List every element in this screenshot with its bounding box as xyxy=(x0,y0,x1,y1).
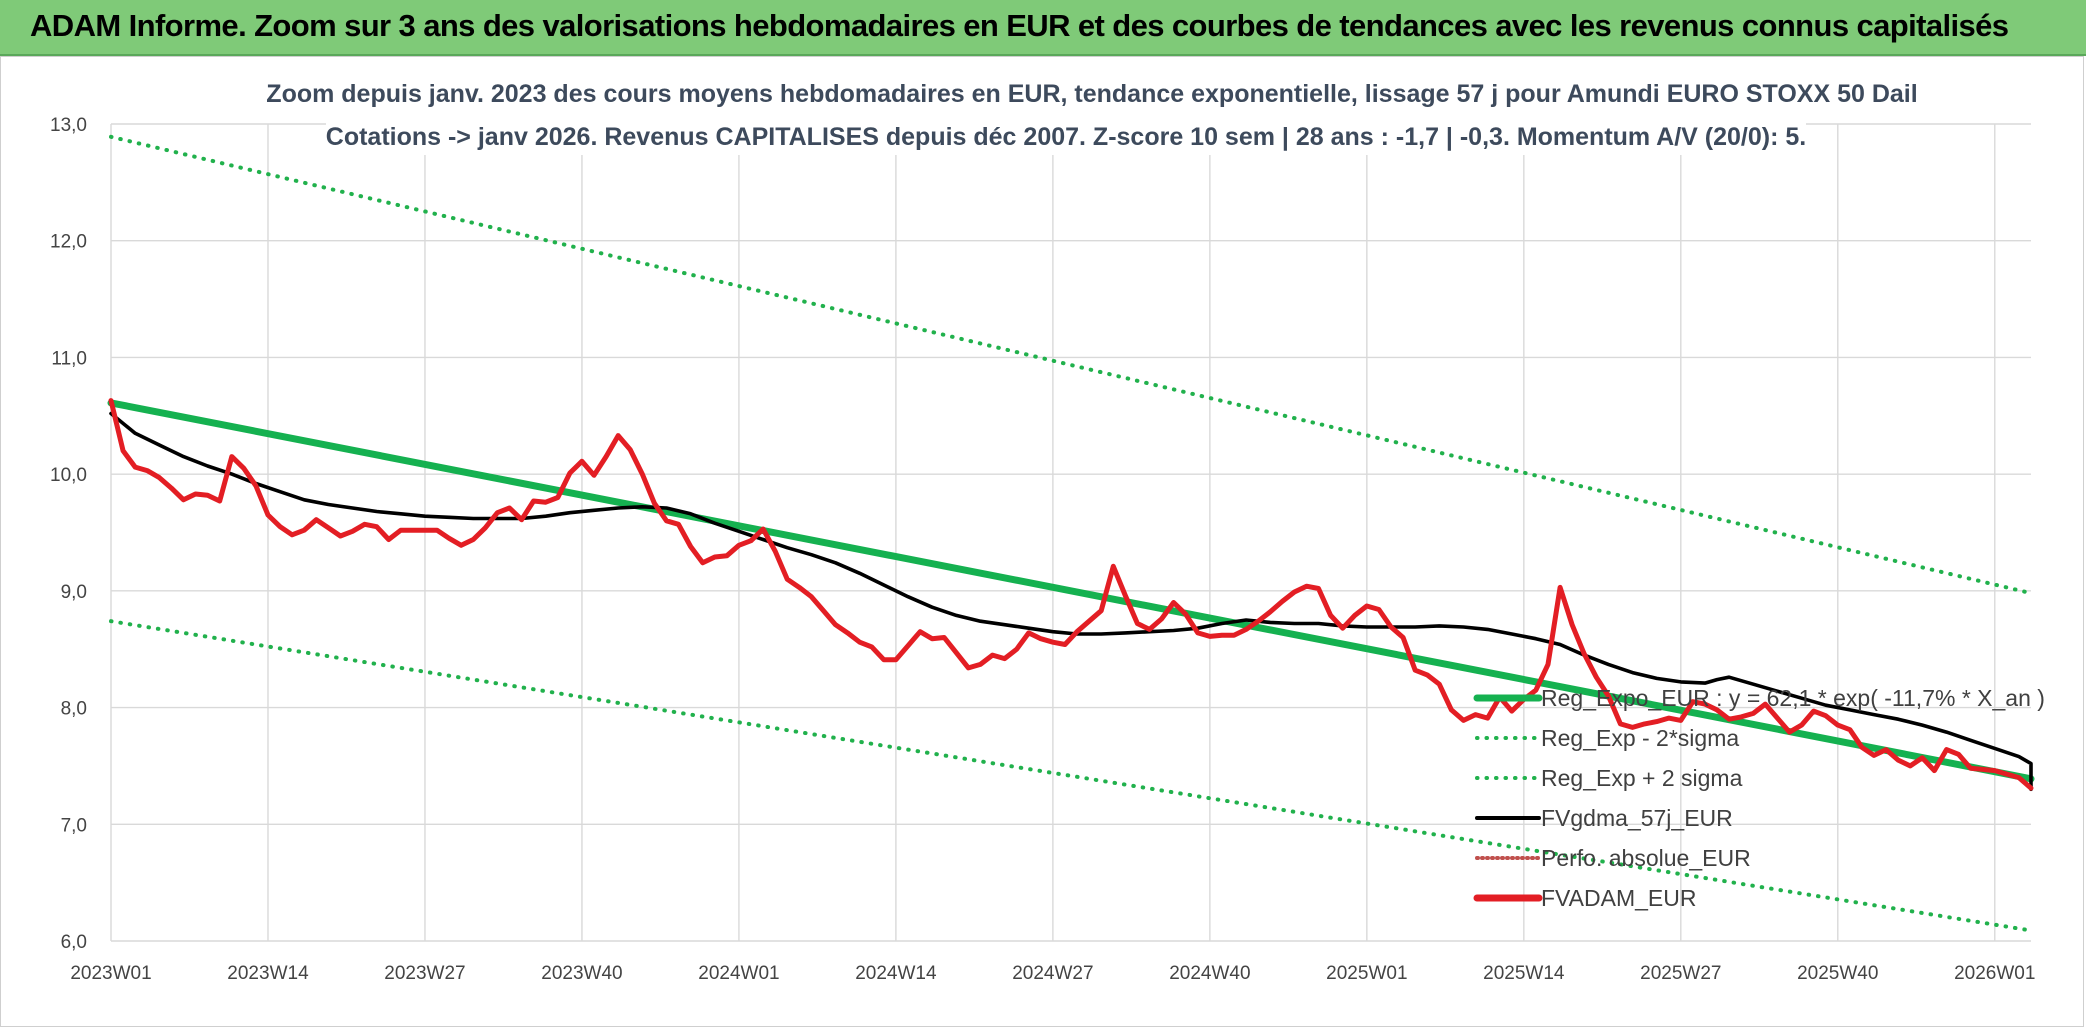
x-tick-label: 2025W01 xyxy=(1326,963,1407,984)
legend-entry: Perfo. absolue_EUR xyxy=(1541,845,1751,871)
title-bg xyxy=(326,119,1806,155)
series-line-5 xyxy=(108,398,2034,791)
y-tick-label: 6,0 xyxy=(61,932,87,953)
legend-entry: FVADAM_EUR xyxy=(1541,885,1697,911)
series-line-2 xyxy=(109,134,2033,596)
x-tick-label: 2024W40 xyxy=(1169,963,1250,984)
series-line-1 xyxy=(109,619,2033,933)
y-tick-label: 7,0 xyxy=(61,815,87,836)
x-tick-label: 2026W01 xyxy=(1954,963,2035,984)
legend-entry: Reg_Exp - 2*sigma xyxy=(1541,725,1739,751)
x-tick-label: 2023W40 xyxy=(541,963,622,984)
y-tick-label: 10,0 xyxy=(50,465,87,486)
chart-banner: ADAM Informe. Zoom sur 3 ans des valoris… xyxy=(0,0,2086,56)
legend-entry: Reg_Expo_EUR : y = 62,1 * exp( -11,7% * … xyxy=(1541,685,2045,711)
y-axis-ticks: 6,0 7,0 8,0 9,0 10,0 11,0 12,0 13,0 xyxy=(50,115,87,953)
chart-title-line: Zoom depuis janv. 2023 des cours moyens … xyxy=(266,80,1917,108)
banner-title: ADAM Informe. Zoom sur 3 ans des valoris… xyxy=(30,8,2009,43)
y-tick-label: 11,0 xyxy=(51,348,87,369)
x-tick-label: 2025W40 xyxy=(1797,963,1878,984)
x-tick-label: 2023W14 xyxy=(227,963,309,984)
x-tick-label: 2025W27 xyxy=(1640,963,1721,984)
y-tick-label: 13,0 xyxy=(50,115,87,136)
x-tick-label: 2024W01 xyxy=(698,963,779,984)
chart-title-line: Cotations -> janv 2026. Revenus CAPITALI… xyxy=(326,123,1806,151)
x-axis-ticks: 2023W01 2023W14 2023W27 2023W40 2024W01 2024W… xyxy=(70,963,2035,984)
line-chart: 6,07,08,09,010,011,012,013,0 2023W01 2023… xyxy=(50,76,2045,984)
x-tick-label: 2023W27 xyxy=(384,963,465,984)
chart-title: Zoom depuis janv. 2023 des cours moyens … xyxy=(266,76,1918,155)
y-tick-label: 9,0 xyxy=(61,582,87,603)
series-line-3 xyxy=(109,411,2033,792)
chart-legend: Reg_Expo_EUR : y = 62,1 * exp( -11,7% * … xyxy=(1473,685,2045,911)
x-tick-label: 2024W14 xyxy=(855,963,937,984)
series-line-0 xyxy=(107,399,2035,783)
x-tick-label: 2024W27 xyxy=(1012,963,1093,984)
x-tick-label: 2025W14 xyxy=(1483,963,1565,984)
chart-area: 6,0 7,0 8,0 9,0 10,0 11,0 12,0 13,0 2023W01 2023… xyxy=(0,56,2084,1027)
title-bg xyxy=(312,76,1872,112)
legend-entry: Reg_Exp + 2 sigma xyxy=(1541,765,1743,791)
y-tick-label: 12,0 xyxy=(50,232,87,253)
x-tick-label: 2023W01 xyxy=(70,963,151,984)
legend-entry: FVgdma_57j_EUR xyxy=(1541,805,1733,831)
chart-series xyxy=(107,134,2035,933)
y-tick-label: 8,0 xyxy=(61,699,87,720)
